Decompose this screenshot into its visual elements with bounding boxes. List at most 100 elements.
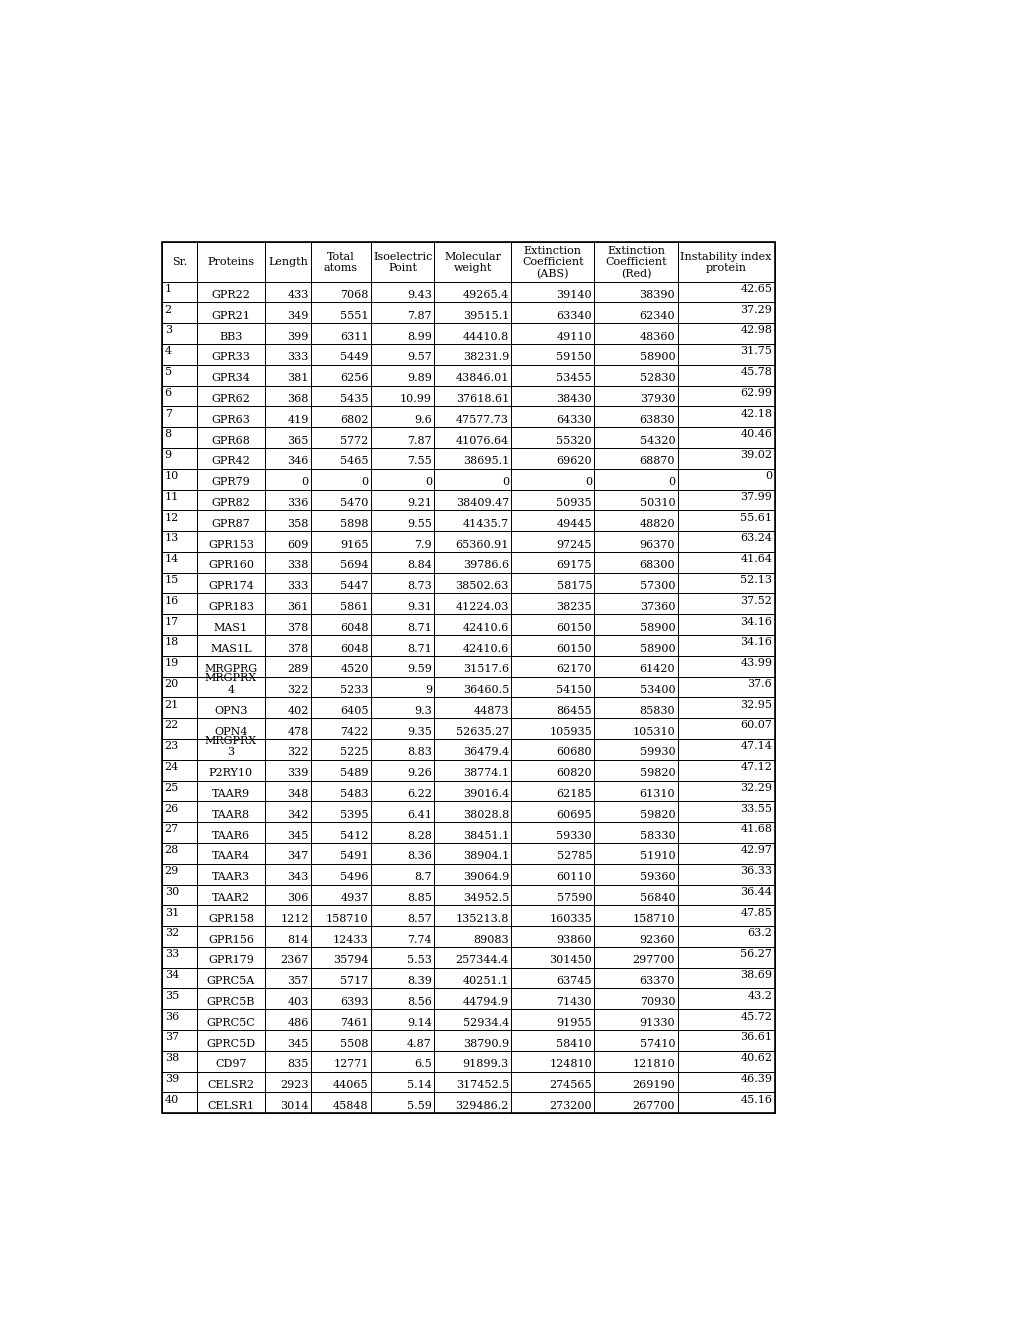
Bar <box>511 511 594 531</box>
Bar <box>434 242 511 281</box>
Bar <box>162 822 197 843</box>
Bar <box>511 1051 594 1072</box>
Bar <box>511 1010 594 1030</box>
Bar <box>677 614 773 635</box>
Bar <box>677 884 773 906</box>
Text: 365: 365 <box>287 436 309 446</box>
Text: 48360: 48360 <box>639 331 675 342</box>
Bar <box>594 302 677 323</box>
Bar <box>594 739 677 760</box>
Bar <box>594 242 677 281</box>
Bar <box>371 614 434 635</box>
Text: 402: 402 <box>287 706 309 715</box>
Bar <box>594 1030 677 1051</box>
Bar <box>197 1010 265 1030</box>
Bar <box>162 697 197 718</box>
Text: 333: 333 <box>287 581 309 591</box>
Text: 9.57: 9.57 <box>407 352 431 363</box>
Bar <box>677 573 773 594</box>
Text: 5.59: 5.59 <box>407 1101 431 1111</box>
Text: 349: 349 <box>287 312 309 321</box>
Bar <box>511 739 594 760</box>
Bar <box>197 511 265 531</box>
Bar <box>371 989 434 1010</box>
Bar <box>311 469 371 490</box>
Bar <box>594 635 677 656</box>
Text: 96370: 96370 <box>639 540 675 549</box>
Bar <box>511 656 594 677</box>
Text: GPRC5A: GPRC5A <box>207 977 255 986</box>
Bar <box>511 906 594 927</box>
Text: 89083: 89083 <box>473 935 508 945</box>
Bar <box>594 323 677 345</box>
Text: 38451.1: 38451.1 <box>463 830 508 841</box>
Bar <box>677 1072 773 1093</box>
Text: 37360: 37360 <box>639 602 675 612</box>
Bar <box>162 1072 197 1093</box>
Bar <box>677 364 773 385</box>
Text: 50310: 50310 <box>639 498 675 508</box>
Bar <box>371 594 434 614</box>
Bar <box>434 989 511 1010</box>
Text: 54320: 54320 <box>639 436 675 446</box>
Bar <box>265 906 311 927</box>
Text: 5470: 5470 <box>340 498 369 508</box>
Bar <box>162 552 197 573</box>
Text: 7461: 7461 <box>340 1018 369 1028</box>
Text: TAAR8: TAAR8 <box>212 810 250 820</box>
Bar <box>434 302 511 323</box>
Bar <box>311 345 371 364</box>
Text: GPR156: GPR156 <box>208 935 254 945</box>
Bar <box>265 927 311 946</box>
Text: 301450: 301450 <box>549 956 591 965</box>
Text: 38028.8: 38028.8 <box>463 810 508 820</box>
Text: 60150: 60150 <box>556 644 591 653</box>
Bar <box>162 614 197 635</box>
Text: 52934.4: 52934.4 <box>463 1018 508 1028</box>
Text: OPN4: OPN4 <box>214 727 248 737</box>
Bar <box>677 511 773 531</box>
Text: 6.5: 6.5 <box>414 1060 431 1069</box>
Bar <box>594 884 677 906</box>
Text: 41224.03: 41224.03 <box>455 602 508 612</box>
Text: 9.21: 9.21 <box>407 498 431 508</box>
Text: 39140: 39140 <box>556 290 591 300</box>
Bar <box>594 364 677 385</box>
Text: 38695.1: 38695.1 <box>463 457 508 466</box>
Text: 59330: 59330 <box>556 830 591 841</box>
Text: 36.61: 36.61 <box>740 1032 771 1043</box>
Text: 9.89: 9.89 <box>407 374 431 383</box>
Text: GPRC5B: GPRC5B <box>207 997 255 1007</box>
Bar <box>265 697 311 718</box>
Bar <box>511 884 594 906</box>
Bar <box>511 677 594 697</box>
Text: 0: 0 <box>501 478 508 487</box>
Bar <box>371 822 434 843</box>
Text: 6.22: 6.22 <box>407 789 431 799</box>
Bar <box>677 594 773 614</box>
Text: TAAR3: TAAR3 <box>212 873 250 882</box>
Bar <box>162 407 197 428</box>
Bar <box>265 511 311 531</box>
Bar <box>677 906 773 927</box>
Bar <box>434 407 511 428</box>
Text: 59820: 59820 <box>639 810 675 820</box>
Bar <box>371 323 434 345</box>
Bar <box>197 242 265 281</box>
Bar <box>265 428 311 447</box>
Text: 297700: 297700 <box>632 956 675 965</box>
Bar <box>197 822 265 843</box>
Bar <box>197 927 265 946</box>
Text: 338: 338 <box>287 561 309 570</box>
Bar <box>594 906 677 927</box>
Bar <box>594 760 677 780</box>
Text: 62185: 62185 <box>556 789 591 799</box>
Text: 44410.8: 44410.8 <box>463 331 508 342</box>
Bar <box>594 594 677 614</box>
Text: 135213.8: 135213.8 <box>455 913 508 924</box>
Bar <box>265 594 311 614</box>
Text: 38.69: 38.69 <box>740 970 771 979</box>
Text: 91899.3: 91899.3 <box>463 1060 508 1069</box>
Bar <box>371 1051 434 1072</box>
Bar <box>434 323 511 345</box>
